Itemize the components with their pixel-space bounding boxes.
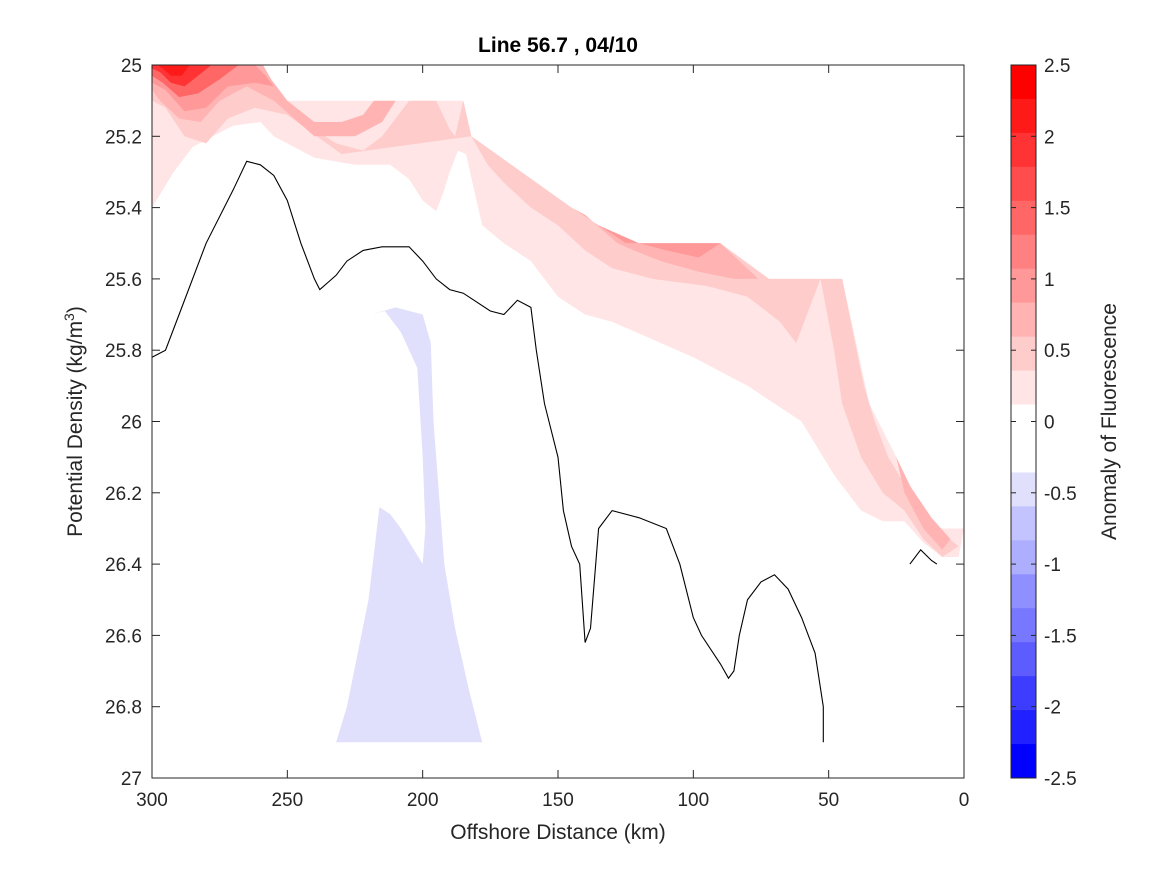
region-anomaly-0.5-to-0.75	[152, 65, 959, 557]
colorbar-tick-label: -0.5	[1044, 484, 1077, 505]
x-axis-title: Offshore Distance (km)	[450, 821, 666, 844]
x-tick-label: 50	[818, 790, 839, 811]
colorbar-tick-label: 1	[1044, 270, 1055, 291]
colorbar-tick-label: 2.5	[1044, 56, 1070, 77]
y-tick-label: 25	[121, 56, 142, 77]
region-anomaly-0.75-to-1-offshore	[571, 207, 759, 279]
plot-area	[151, 64, 965, 779]
colorbar-band	[1011, 336, 1036, 372]
colorbar-tick-label: -1	[1044, 555, 1061, 576]
x-tick-label: 150	[542, 790, 574, 811]
y-axis-title-main: Potential Density (kg/m	[64, 321, 87, 537]
y-tick-label: 27	[121, 769, 142, 790]
y-tick-label: 26.2	[105, 484, 142, 505]
colorbar-tick-label: -1.5	[1044, 626, 1077, 647]
colorbar-band	[1011, 642, 1036, 677]
y-axis-title: Potential Density (kg/m3)	[61, 306, 87, 537]
colorbar-title: Anomaly of Fluorescence	[1098, 303, 1121, 540]
colorbar-band	[1011, 268, 1036, 304]
zero-contour-line-1	[152, 160, 824, 743]
anomaly-regions	[152, 65, 964, 743]
y-tick-label: 25.6	[105, 270, 142, 291]
colorbar-tick-label: -2.5	[1044, 769, 1077, 790]
y-tick-label: 26.8	[105, 698, 142, 719]
colorbar-band	[1011, 166, 1036, 202]
colorbar-band	[1011, 506, 1036, 541]
y-tick-label: 26.6	[105, 626, 142, 647]
colorbar-tick-label: -2	[1044, 698, 1061, 719]
colorbar-band	[1011, 608, 1036, 643]
colorbar-band	[1011, 676, 1036, 711]
colorbar-band	[1011, 98, 1036, 134]
colorbar-band	[1011, 200, 1036, 236]
colorbar-band	[1011, 234, 1036, 270]
colorbar-band	[1011, 438, 1036, 473]
x-tick-label: 0	[959, 790, 970, 811]
colorbar-bands	[1011, 65, 1036, 779]
colorbar-band	[1011, 744, 1036, 779]
x-tick-label: 200	[407, 790, 439, 811]
colorbar-band	[1011, 472, 1036, 507]
colorbar-band	[1011, 574, 1036, 609]
colorbar-ticks: 2.5 2 1.5 1 0.5 0 -0.5 -1 -1.5 -2 -2.5	[1011, 56, 1077, 790]
y-tick-label: 25.8	[105, 341, 142, 362]
x-tick-label: 250	[271, 790, 303, 811]
y-tick-label: 25.4	[105, 199, 142, 220]
colorbar-tick-label: 2	[1044, 127, 1055, 148]
chart-title: Line 56.7 , 04/10	[478, 34, 638, 57]
y-axis-title-sup: 3	[61, 313, 77, 321]
zero-contour-lines	[152, 160, 938, 743]
y-tick-label: 26	[121, 413, 142, 434]
colorbar-tick-label: 0.5	[1044, 341, 1070, 362]
region-anomaly-minus-0.25-to-minus-0.5	[336, 307, 483, 743]
y-tick-label: 25.2	[105, 127, 142, 148]
region-anomaly-0.75-to-1-coastal	[896, 457, 951, 550]
zero-contour-line-2	[909, 548, 938, 565]
colorbar-band	[1011, 65, 1036, 100]
y-axis-ticks: 25 25.2 25.4 25.6 25.8 26 26.2 26.4 26.6 26.8 27	[105, 56, 964, 790]
x-axis-ticks: 300 250 200 150 100 50 0	[136, 65, 969, 811]
colorbar-band	[1011, 370, 1036, 406]
colorbar: 2.5 2 1.5 1 0.5 0 -0.5 -1 -1.5 -2 -2.5 Anomaly of …	[1010, 56, 1121, 790]
region-anomaly-2.25-plus	[157, 65, 190, 76]
colorbar-tick-label: 1.5	[1044, 199, 1070, 220]
colorbar-band	[1011, 132, 1036, 168]
colorbar-band	[1011, 710, 1036, 745]
x-tick-label: 300	[136, 790, 168, 811]
colorbar-band	[1011, 302, 1036, 338]
colorbar-tick-label: 0	[1044, 413, 1055, 434]
y-axis-title-tail: )	[64, 306, 87, 313]
y-tick-label: 26.4	[105, 555, 142, 576]
x-tick-label: 100	[677, 790, 709, 811]
region-anomaly-1-to-1.5-offshore	[598, 225, 721, 258]
colorbar-band	[1011, 540, 1036, 575]
